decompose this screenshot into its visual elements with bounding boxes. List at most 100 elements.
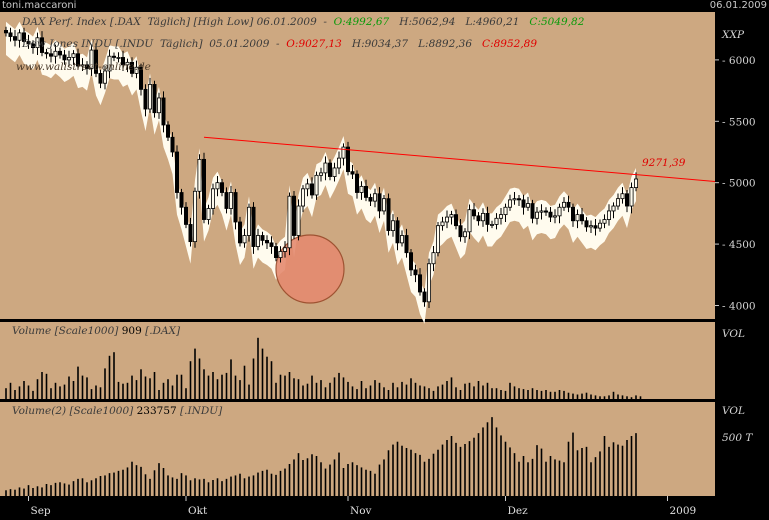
candle-body: [21, 32, 26, 42]
candle-body: [103, 70, 108, 84]
x-tick-label: Nov: [350, 505, 372, 517]
candle-body: [471, 209, 476, 217]
candle-body: [449, 214, 454, 218]
candle-body: [444, 216, 449, 223]
candle-body: [435, 225, 440, 254]
candle-body: [210, 188, 215, 209]
candle-body: [566, 201, 571, 208]
candle-body: [467, 209, 472, 233]
x-tick-label: 2009: [670, 505, 697, 517]
dax-legend-name: DAX Perf. Index [.DAX Täglich] [High Low…: [22, 16, 317, 28]
candle-body: [12, 36, 17, 41]
candle-body: [489, 224, 494, 226]
current-date: 06.01.2009: [709, 0, 767, 11]
candle-body: [386, 198, 391, 231]
candle-body: [170, 136, 175, 153]
candle-body: [215, 182, 220, 190]
volume-indu-symbol: [.INDU]: [180, 405, 223, 417]
candle-body: [368, 197, 373, 202]
candle-body: [233, 192, 238, 223]
candle-body: [629, 187, 634, 207]
candle-body: [269, 242, 274, 247]
dax-open: O:4992,67: [333, 16, 390, 28]
candle-body: [350, 171, 355, 175]
volume-dax-symbol: [.DAX]: [145, 325, 181, 337]
candle-body: [112, 55, 117, 58]
candle-body: [413, 269, 418, 276]
candle-body: [503, 206, 508, 216]
volume-indu-label: Volume(2) [Scale1000]: [12, 405, 134, 417]
candle-body: [138, 66, 143, 90]
candle-body: [201, 158, 206, 220]
candle-body: [309, 183, 314, 196]
candle-body: [80, 64, 85, 67]
candle-body: [71, 53, 76, 58]
candle-body: [327, 162, 332, 177]
candle-body: [228, 192, 233, 209]
watermark-text: www.wallstreet-online.de: [16, 61, 151, 73]
candle-body: [183, 206, 188, 225]
candle-body: [107, 55, 112, 72]
candle-body: [305, 183, 310, 190]
candle-body: [426, 263, 431, 303]
candle-body: [575, 214, 580, 222]
candle-body: [296, 205, 301, 236]
candle-body: [89, 49, 94, 69]
candle-body: [377, 193, 382, 212]
candle-body: [440, 221, 445, 227]
price-annotation: 9271,39: [642, 157, 686, 169]
candle-body: [300, 188, 305, 207]
dax-legend: DAX Perf. Index [.DAX Täglich] [High Low…: [22, 16, 585, 28]
x-tick-label: Dez: [508, 505, 529, 517]
candle-body: [197, 158, 202, 192]
candle-body: [62, 54, 67, 61]
candle-body: [620, 193, 625, 200]
candle-body: [363, 185, 368, 198]
candle-body: [314, 174, 319, 196]
candle-body: [372, 193, 377, 202]
candle-body: [354, 173, 359, 193]
candle-body: [323, 162, 328, 174]
candle-body: [134, 66, 139, 74]
candle-body: [571, 206, 576, 222]
candle-body: [242, 235, 247, 244]
candle-body: [332, 167, 337, 177]
user-name: toni.maccaroni: [2, 0, 77, 11]
volume2-axis-label: VOL: [722, 405, 745, 417]
candle-body: [417, 274, 422, 293]
candle-body: [557, 206, 562, 217]
candle-body: [584, 220, 589, 228]
candle-body: [291, 195, 296, 236]
candle-body: [602, 219, 607, 224]
candle-body: [517, 198, 522, 201]
y-tick-label: - 4500: [722, 239, 756, 251]
candle-body: [462, 231, 467, 238]
candle-body: [58, 50, 63, 56]
candle-body: [539, 210, 544, 213]
candle-body: [116, 57, 121, 59]
candle-body: [562, 201, 567, 208]
volume-dax-value: 909: [121, 325, 142, 337]
candle-body: [98, 73, 103, 84]
candle-body: [94, 49, 99, 74]
candle-body: [278, 251, 283, 259]
candle-body: [125, 61, 130, 66]
y-tick-label: - 5500: [722, 116, 756, 128]
candle-body: [35, 37, 40, 49]
candle-body: [129, 61, 134, 74]
candle-body: [287, 195, 292, 249]
volume-dax-legend: Volume [Scale1000] 909 [.DAX]: [12, 325, 180, 337]
price-axis-label: XXP: [722, 29, 745, 41]
candle-body: [273, 246, 278, 259]
candle-body: [4, 30, 9, 34]
candle-body: [381, 198, 386, 212]
volume-dax-label: Volume [Scale1000]: [12, 325, 119, 337]
candle-body: [544, 210, 549, 213]
volume-axis-dax: [716, 322, 769, 399]
candle-body: [161, 97, 166, 126]
candle-body: [431, 252, 436, 265]
candle-body: [188, 224, 193, 243]
dow-legend: Dow Jones INDU [.INDU Täglich] 05.01.200…: [22, 38, 538, 50]
x-tick-label: Sep: [31, 505, 51, 517]
